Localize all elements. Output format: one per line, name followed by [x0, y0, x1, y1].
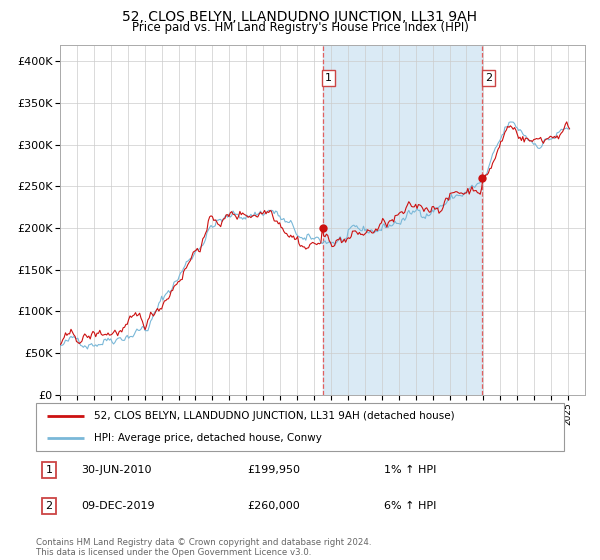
Text: 2: 2	[485, 73, 492, 83]
Text: 52, CLOS BELYN, LLANDUDNO JUNCTION, LL31 9AH (detached house): 52, CLOS BELYN, LLANDUDNO JUNCTION, LL31…	[94, 411, 455, 421]
Text: HPI: Average price, detached house, Conwy: HPI: Average price, detached house, Conw…	[94, 433, 322, 443]
Text: 6% ↑ HPI: 6% ↑ HPI	[385, 501, 437, 511]
Text: 52, CLOS BELYN, LLANDUDNO JUNCTION, LL31 9AH: 52, CLOS BELYN, LLANDUDNO JUNCTION, LL31…	[122, 10, 478, 24]
FancyBboxPatch shape	[36, 403, 564, 451]
Text: 1: 1	[325, 73, 332, 83]
Text: £260,000: £260,000	[247, 501, 300, 511]
Bar	[323, 45, 482, 395]
Text: 09-DEC-2019: 09-DEC-2019	[81, 501, 155, 511]
Text: 1% ↑ HPI: 1% ↑ HPI	[385, 465, 437, 475]
Text: 1: 1	[46, 465, 53, 475]
Text: Price paid vs. HM Land Registry's House Price Index (HPI): Price paid vs. HM Land Registry's House …	[131, 21, 469, 34]
Text: 30-JUN-2010: 30-JUN-2010	[81, 465, 151, 475]
Text: £199,950: £199,950	[247, 465, 300, 475]
Text: Contains HM Land Registry data © Crown copyright and database right 2024.
This d: Contains HM Land Registry data © Crown c…	[36, 538, 371, 557]
Text: 2: 2	[46, 501, 53, 511]
